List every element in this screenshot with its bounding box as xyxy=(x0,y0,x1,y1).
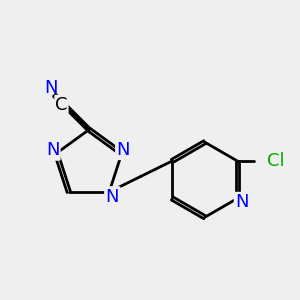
Text: N: N xyxy=(235,193,249,211)
Text: N: N xyxy=(116,141,130,159)
Text: Cl: Cl xyxy=(267,152,285,170)
Text: N: N xyxy=(46,141,59,159)
Text: N: N xyxy=(44,80,58,98)
Text: N: N xyxy=(106,188,119,206)
Text: C: C xyxy=(55,96,68,114)
